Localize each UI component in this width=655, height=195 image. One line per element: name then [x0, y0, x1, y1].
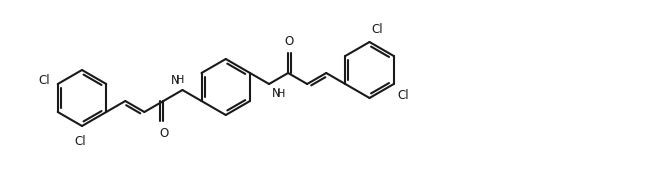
Text: Cl: Cl [38, 74, 50, 88]
Text: Cl: Cl [74, 135, 86, 148]
Text: N: N [171, 74, 180, 87]
Text: H: H [176, 75, 185, 85]
Text: Cl: Cl [398, 89, 409, 102]
Text: Cl: Cl [371, 23, 383, 36]
Text: O: O [160, 127, 169, 140]
Text: N: N [272, 87, 280, 100]
Text: H: H [277, 89, 285, 99]
Text: O: O [284, 35, 293, 48]
